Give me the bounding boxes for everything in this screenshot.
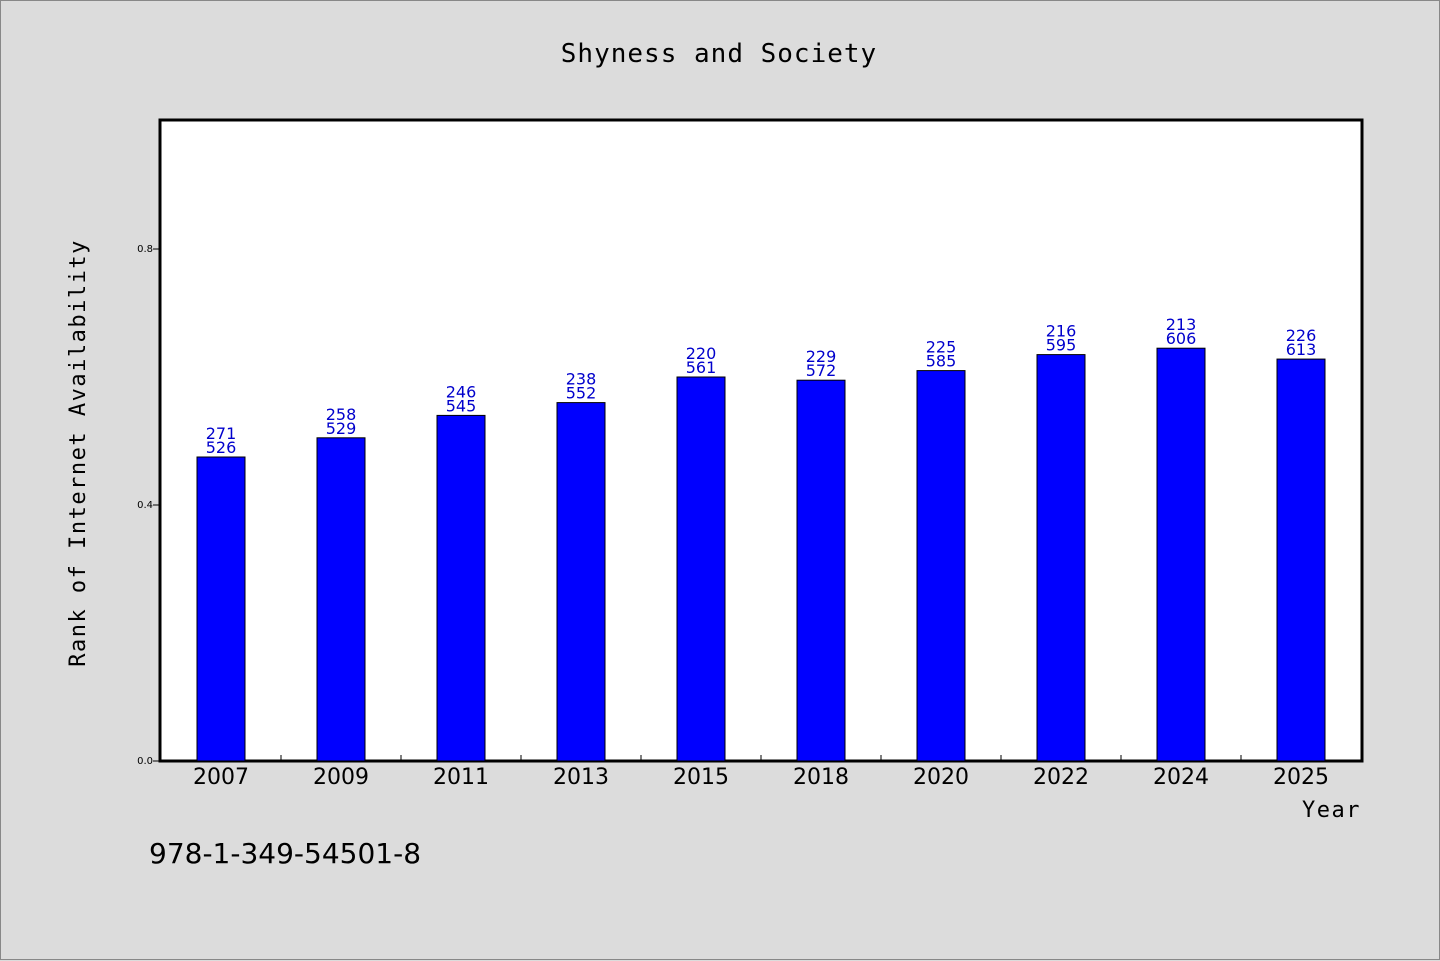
bar-label-top: 225 xyxy=(926,338,957,357)
x-tick-label: 2013 xyxy=(553,765,609,790)
x-tick-label: 2011 xyxy=(433,765,489,790)
bar-label-bottom: 529 xyxy=(326,419,357,438)
chart-title: Shyness and Society xyxy=(561,39,877,69)
y-axis: 0.0 0.4 0.8 xyxy=(137,244,161,767)
bar-label-bottom: 595 xyxy=(1046,336,1077,355)
x-tick-label: 2024 xyxy=(1153,765,1209,790)
bar-label-bottom: 526 xyxy=(206,438,237,457)
bar-label-bottom: 572 xyxy=(806,361,837,380)
bar-2015 xyxy=(676,376,726,762)
bar-2020 xyxy=(916,370,966,762)
y-tick-label: 0.4 xyxy=(137,500,153,511)
y-tick-label: 0.8 xyxy=(137,244,153,255)
y-tick-label: 0.0 xyxy=(137,756,153,767)
bar-label-top: 229 xyxy=(806,347,837,366)
bar-2018 xyxy=(796,379,846,762)
x-axis-label: Year xyxy=(1302,798,1361,823)
bar-2009 xyxy=(316,437,366,762)
bar-series xyxy=(196,347,1326,762)
bar-label-bottom: 552 xyxy=(566,384,597,403)
bar-label-top: 213 xyxy=(1166,315,1197,334)
bar-2022 xyxy=(1036,354,1086,762)
bar-label-bottom: 606 xyxy=(1166,329,1197,348)
bar-2007 xyxy=(196,456,246,762)
bar-label-top: 258 xyxy=(326,405,357,424)
x-tick-label: 2025 xyxy=(1273,765,1329,790)
bar-2013 xyxy=(556,402,606,762)
bar-label-top: 246 xyxy=(446,382,477,401)
bar-label-top: 226 xyxy=(1286,326,1317,345)
bar-label-bottom: 561 xyxy=(686,358,717,377)
bar-2011 xyxy=(436,414,486,762)
bar-label-top: 238 xyxy=(566,370,597,389)
bar-2025 xyxy=(1276,358,1326,762)
bar-label-top: 216 xyxy=(1046,322,1077,341)
y-axis-label: Rank of Internet Availability xyxy=(66,239,91,667)
bar-labels: 2715262585292465452385522205612295722255… xyxy=(206,315,1317,457)
x-tick-label: 2020 xyxy=(913,765,969,790)
x-tick-label: 2015 xyxy=(673,765,729,790)
x-tick-label: 2009 xyxy=(313,765,369,790)
x-tick-label: 2018 xyxy=(793,765,849,790)
isbn-footer: 978-1-349-54501-8 xyxy=(149,837,421,870)
bar-label-bottom: 613 xyxy=(1286,340,1317,359)
bar-label-top: 220 xyxy=(686,344,717,363)
bar-label-bottom: 585 xyxy=(926,352,957,371)
x-tick-label: 2007 xyxy=(193,765,249,790)
x-tick-label: 2022 xyxy=(1033,765,1089,790)
bar-label-bottom: 545 xyxy=(446,396,477,415)
bar-label-top: 271 xyxy=(206,424,237,443)
bar-2024 xyxy=(1156,347,1206,762)
x-axis: 2007 2009 2011 2013 2015 2018 2020 2022 2024 2025 xyxy=(193,755,1329,790)
